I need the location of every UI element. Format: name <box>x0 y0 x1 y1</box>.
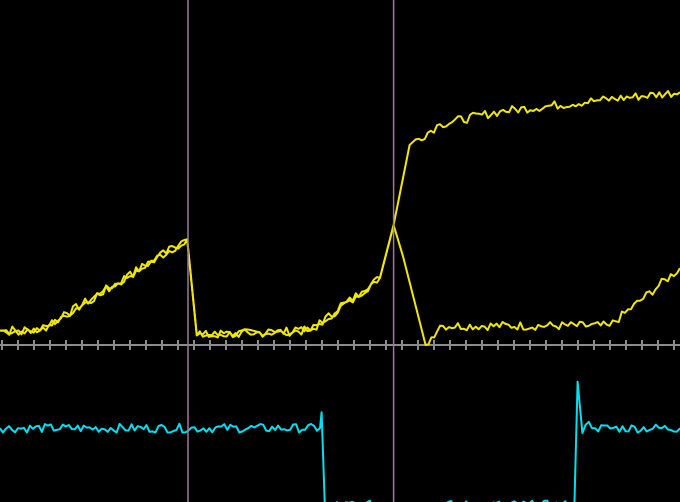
trace-0 <box>0 224 680 346</box>
trace-2 <box>0 380 680 502</box>
cursors <box>187 0 395 502</box>
trace-1 <box>0 90 680 339</box>
horizontal-axis <box>0 340 680 350</box>
traces <box>0 90 680 502</box>
